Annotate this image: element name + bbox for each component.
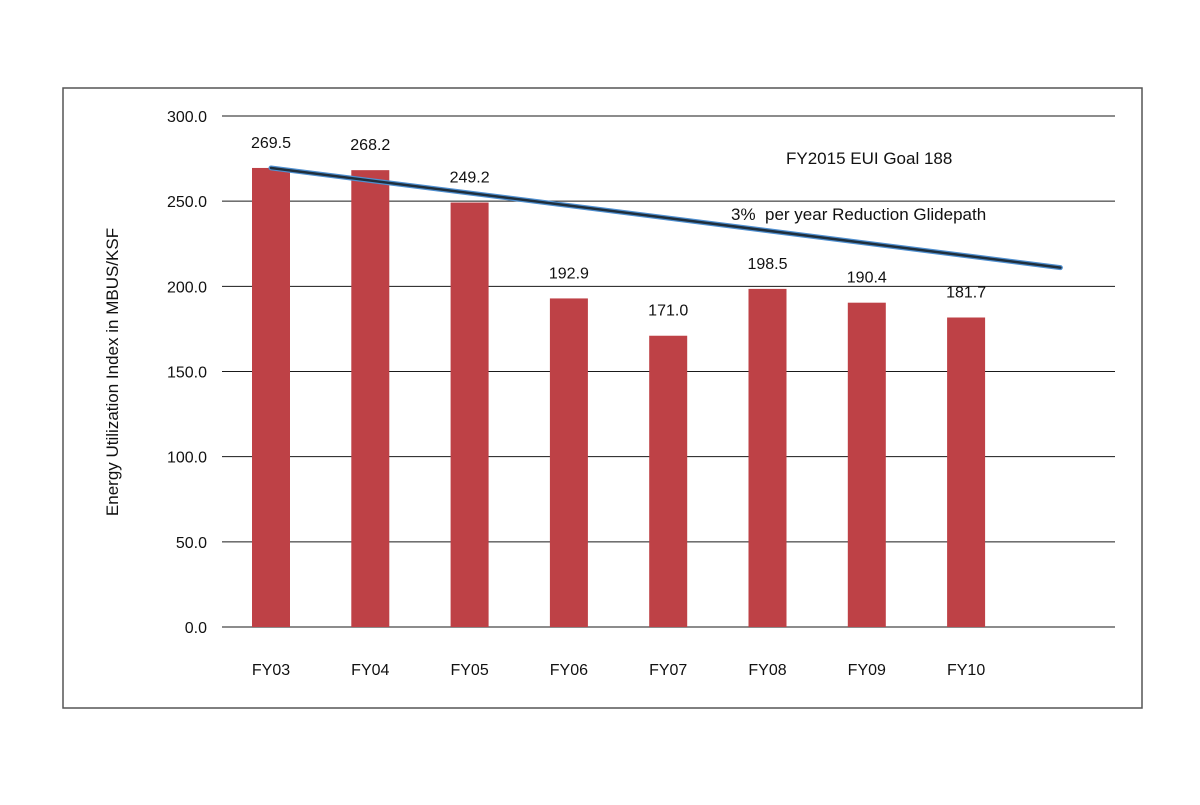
data-label: 192.9 xyxy=(549,265,589,282)
goal-annotation: FY2015 EUI Goal 188 xyxy=(786,149,952,168)
bar-fy05 xyxy=(450,202,489,627)
x-tick-label: FY08 xyxy=(748,662,786,679)
data-label: 269.5 xyxy=(251,135,291,152)
bar-fy06 xyxy=(549,298,588,627)
x-tick-label: FY04 xyxy=(351,662,389,679)
data-label: 249.2 xyxy=(450,170,490,187)
glidepath-line-stroke xyxy=(269,166,1062,269)
bar-fy09 xyxy=(847,302,886,627)
x-tick-label: FY10 xyxy=(947,662,985,679)
y-tick-label: 50.0 xyxy=(176,535,207,552)
y-tick-label: 250.0 xyxy=(167,194,207,211)
data-label: 190.4 xyxy=(847,270,887,287)
glidepath-label: 3% per year Reduction Glidepath xyxy=(731,205,986,224)
data-label: 268.2 xyxy=(350,137,390,154)
y-tick-label: 100.0 xyxy=(167,450,207,467)
y-tick-labels: 0.0 50.0 100.0 150.0 200.0 250.0 300.0 xyxy=(167,109,207,637)
bar-fy04 xyxy=(351,170,390,627)
y-tick-label: 0.0 xyxy=(185,620,207,637)
x-tick-label: FY06 xyxy=(550,662,588,679)
bar-fy07 xyxy=(649,335,688,627)
bar-fy08 xyxy=(748,288,787,627)
bars xyxy=(252,167,986,627)
x-tick-label: FY05 xyxy=(450,662,488,679)
data-label: 181.7 xyxy=(946,285,986,302)
data-label: 171.0 xyxy=(648,303,688,320)
data-labels: 269.5 268.2 249.2 192.9 171.0 198.5 190.4 181.7 xyxy=(251,135,986,320)
x-tick-label: FY09 xyxy=(848,662,886,679)
glidepath-line xyxy=(268,165,1063,271)
y-tick-label: 150.0 xyxy=(167,365,207,382)
y-axis-title: Energy Utilization Index in MBUS/KSF xyxy=(103,228,122,516)
x-tick-label: FY03 xyxy=(252,662,290,679)
bar-fy10 xyxy=(947,317,986,627)
y-tick-label: 300.0 xyxy=(167,109,207,126)
y-tick-label: 200.0 xyxy=(167,279,207,296)
x-tick-label: FY07 xyxy=(649,662,687,679)
data-label: 198.5 xyxy=(747,256,787,273)
bar-fy03 xyxy=(252,167,290,627)
x-tick-labels: FY03 FY04 FY05 FY06 FY07 FY08 FY09 FY10 xyxy=(252,662,985,679)
